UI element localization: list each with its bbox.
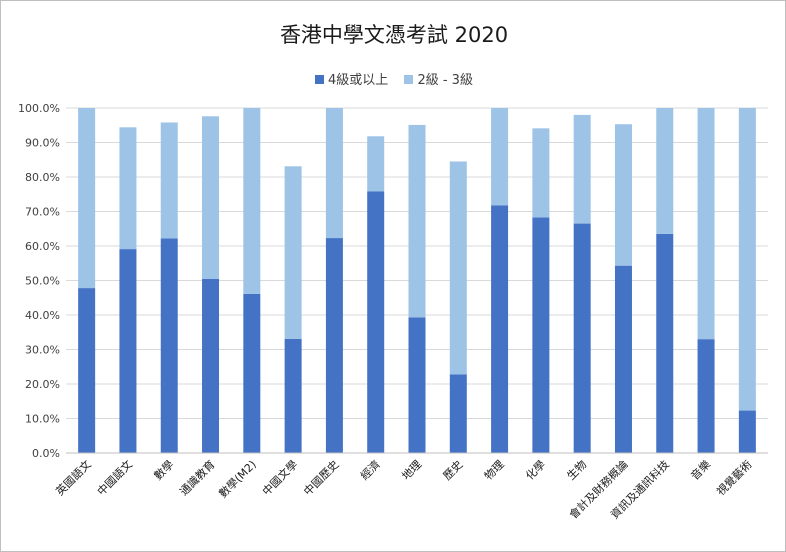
y-tick-label: 70.0%	[25, 206, 60, 219]
chart-title: 香港中學文憑考試 2020	[279, 23, 509, 47]
x-tick-label: 生物	[564, 457, 589, 482]
x-tick-label: 經濟	[357, 457, 382, 482]
y-tick-label: 0.0%	[32, 447, 60, 460]
bar-series-2	[367, 136, 385, 192]
bar-series-1	[738, 410, 756, 453]
bar-series-1	[160, 238, 178, 453]
y-tick-label: 50.0%	[25, 275, 60, 288]
bar-series-2	[449, 161, 467, 375]
legend-label-series-2: 2級 - 3級	[417, 73, 473, 88]
x-tick-label: 歷史	[441, 458, 466, 483]
x-tick-label: 視覺藝術	[713, 457, 754, 498]
y-tick-label: 60.0%	[25, 240, 60, 253]
x-tick-label: 物理	[481, 457, 506, 482]
x-tick-label: 化學	[523, 457, 548, 482]
x-tick-label: 數學	[152, 458, 177, 483]
bar-series-1	[491, 205, 509, 453]
x-tick-label: 英國語文	[53, 457, 94, 498]
bar-series-1	[202, 278, 220, 453]
bar-series-1	[656, 233, 674, 453]
y-tick-label: 90.0%	[25, 137, 60, 150]
y-tick-label: 30.0%	[25, 344, 60, 357]
bar-series-1	[573, 223, 591, 453]
bar-series-1	[408, 317, 426, 453]
x-tick-label: 數學(M2)	[216, 458, 258, 500]
y-tick-label: 40.0%	[25, 309, 60, 322]
y-tick-label: 100.0%	[18, 102, 60, 115]
bar-series-1	[449, 374, 467, 453]
bar-series-2	[408, 124, 426, 318]
bar-series-2	[532, 128, 550, 218]
x-tick-label: 中國文學	[259, 457, 300, 498]
legend-swatch-series-1	[315, 75, 325, 84]
bar-series-2	[119, 127, 137, 250]
bar-series-2	[738, 108, 756, 411]
bar-series-2	[243, 108, 261, 294]
bar-series-2	[656, 108, 674, 234]
bar-series-1	[284, 338, 302, 453]
bar-series-2	[78, 108, 96, 289]
bar-series-2	[491, 108, 509, 206]
bar-series-1	[697, 339, 715, 453]
bar-series-1	[119, 249, 137, 453]
bar-series-2	[202, 116, 220, 279]
bar-series-2	[697, 108, 715, 340]
bar-series-1	[243, 293, 261, 453]
y-tick-label: 10.0%	[25, 413, 60, 426]
bar-series-1	[78, 288, 96, 453]
legend-item-series-1: 4級或以上	[315, 69, 388, 88]
legend-swatch-series-2	[404, 75, 414, 84]
bar-series-2	[573, 114, 591, 224]
legend-label-series-1: 4級或以上	[328, 73, 389, 88]
y-tick-label: 80.0%	[25, 171, 60, 184]
bar-series-2	[160, 122, 178, 239]
bar-series-1	[532, 217, 550, 453]
x-tick-label: 地理	[399, 458, 424, 483]
legend-item-series-2: 2級 - 3級	[404, 69, 473, 88]
x-tick-label: 中國語文	[94, 457, 135, 498]
bar-series-1	[367, 191, 385, 454]
y-tick-label: 20.0%	[25, 378, 60, 391]
x-tick-label: 通識教育	[177, 457, 218, 498]
bar-series-2	[284, 166, 302, 339]
bar-series-1	[614, 265, 632, 453]
bar-series-2	[614, 124, 632, 266]
x-tick-label: 中國歷史	[301, 458, 341, 498]
bar-series-1	[325, 238, 343, 453]
legend: 4級或以上 2級 - 3級	[1, 69, 786, 88]
x-tick-label: 音樂	[688, 457, 713, 482]
bar-series-2	[325, 108, 343, 239]
